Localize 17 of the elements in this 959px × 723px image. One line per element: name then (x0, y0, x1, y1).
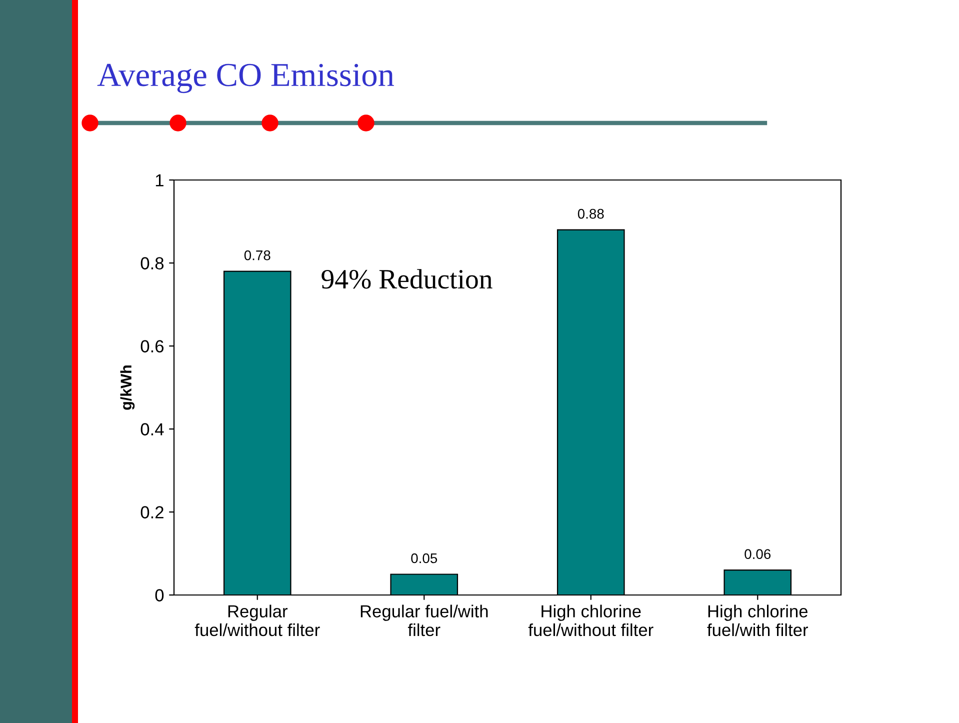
x-tick-label: High chlorine fuel/without filter (528, 604, 654, 636)
y-tick-label: 0.2 (140, 506, 164, 518)
x-tick-label: High chlorine fuel/with filter (707, 604, 808, 636)
x-tick-label: Regular fuel/with filter (360, 604, 488, 636)
data-label: 0.78 (244, 250, 270, 260)
y-tick-label: 0.8 (140, 257, 164, 270)
data-label: 0.88 (578, 208, 604, 219)
chart-title: Average CO Emission (97, 64, 394, 94)
data-label: 0.05 (411, 553, 438, 564)
y-tick-label: 1 (156, 174, 164, 186)
x-tick-label: Regular fuel/without filter (194, 604, 320, 636)
data-label: 0.06 (744, 549, 771, 560)
annotation: 94% Reduction (322, 269, 492, 289)
y-tick-label: 0 (155, 589, 164, 602)
y-tick-label: 0.6 (140, 340, 164, 352)
y-tick-label: 0.4 (140, 423, 164, 436)
y-axis-title: g/kWh (120, 366, 135, 410)
